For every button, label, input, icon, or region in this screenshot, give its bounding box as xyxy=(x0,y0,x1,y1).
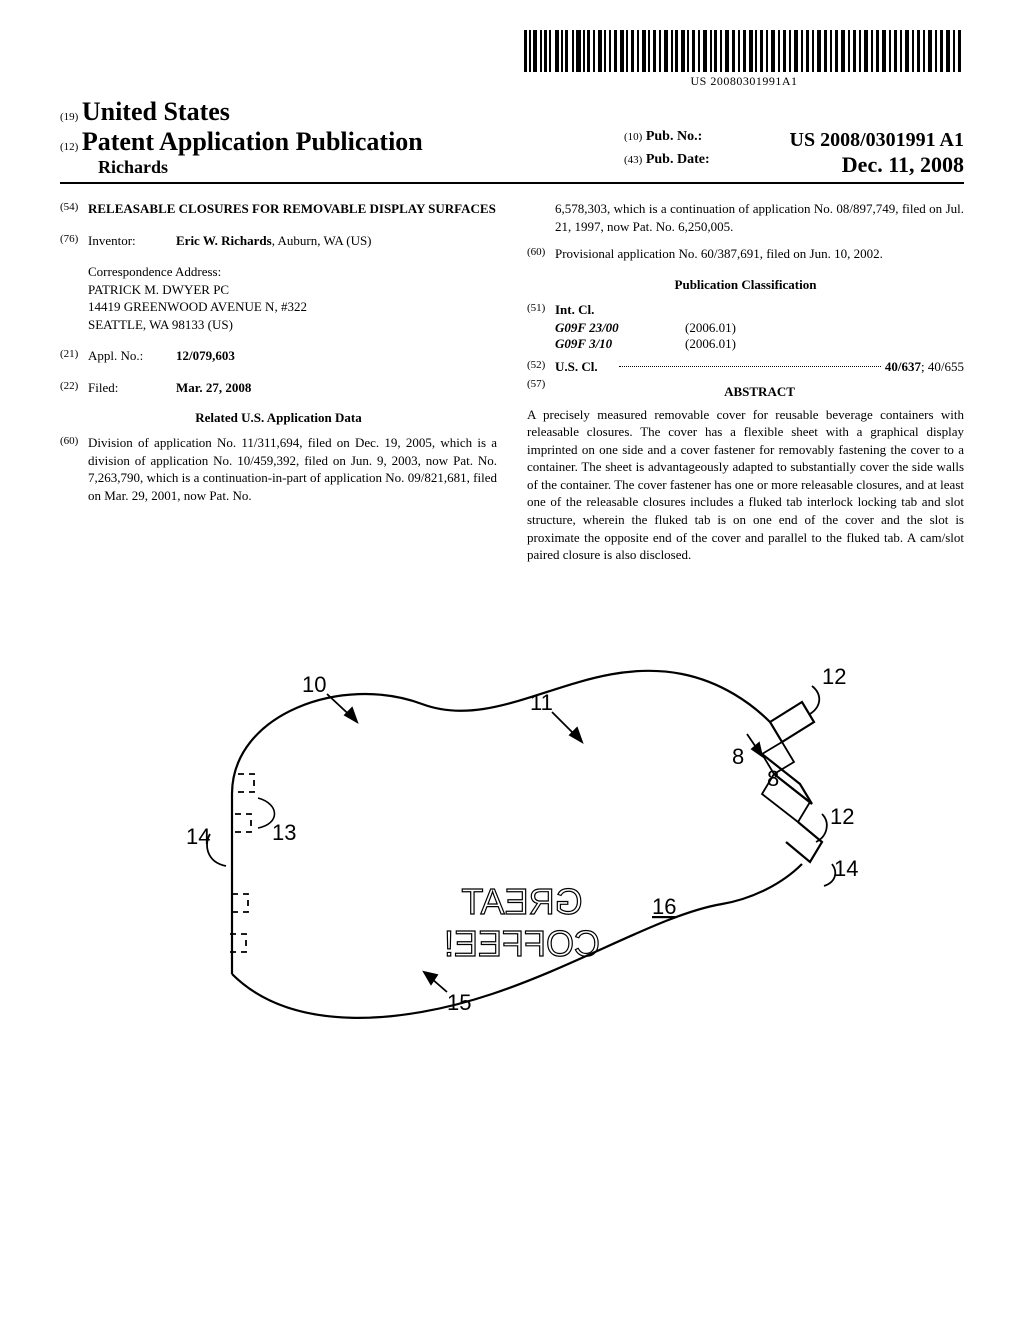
inventor-loc: , Auburn, WA (US) xyxy=(272,233,372,248)
pub-no-value: US 2008/0301991 A1 xyxy=(790,129,964,152)
barcode-svg xyxy=(524,30,964,72)
uscl-value: 40/637; 40/655 xyxy=(885,358,964,376)
country: United States xyxy=(82,97,230,126)
pub-no-line: (10) Pub. No.: US 2008/0301991 A1 xyxy=(624,129,964,145)
fig-label-12b: 12 xyxy=(830,804,854,829)
appl-num: (21) xyxy=(60,347,88,365)
title-row: (54) RELEASABLE CLOSURES FOR REMOVABLE D… xyxy=(60,200,497,218)
uscl-num: (52) xyxy=(527,358,555,376)
abstract-text: A precisely measured removable cover for… xyxy=(527,406,964,564)
intcl-yr-0: (2006.01) xyxy=(685,320,736,336)
corr-line-1: 14419 GREENWOOD AVENUE N, #322 xyxy=(88,298,497,316)
fig-label-8a: 8 xyxy=(732,744,744,769)
intcl-yr-1: (2006.01) xyxy=(685,336,736,352)
fig-label-10: 10 xyxy=(302,672,326,697)
filed-value: Mar. 27, 2008 xyxy=(176,379,497,397)
header: (19) United States (12) Patent Applicati… xyxy=(60,97,964,184)
intcl-num: (51) xyxy=(527,301,555,319)
related-row: (60) Division of application No. 11/311,… xyxy=(60,434,497,504)
intcl-line-1: G09F 3/10 (2006.01) xyxy=(555,336,964,352)
appl-row: (21) Appl. No.: 12/079,603 xyxy=(60,347,497,365)
prov-num: (60) xyxy=(527,245,555,263)
related-continuation: 6,578,303, which is a continuation of ap… xyxy=(555,200,964,235)
fig-label-14a: 14 xyxy=(186,824,210,849)
corr-line-2: SEATTLE, WA 98133 (US) xyxy=(88,316,497,334)
correspondence-block: Correspondence Address: PATRICK M. DWYER… xyxy=(88,263,497,333)
inventor-label: Inventor: xyxy=(88,232,176,250)
pub-no-num: (10) xyxy=(624,131,642,143)
pub-type-num: (12) xyxy=(60,141,78,153)
fig-label-8b: 8 xyxy=(767,766,779,791)
pub-date-num: (43) xyxy=(624,154,642,166)
intcl-row: (51) Int. Cl. xyxy=(527,301,964,319)
related-num: (60) xyxy=(60,434,88,504)
pub-date-value: Dec. 11, 2008 xyxy=(842,152,964,178)
fig-label-14b: 14 xyxy=(834,856,858,881)
fig-text-1: GREAT xyxy=(461,881,582,922)
title-text: RELEASABLE CLOSURES FOR REMOVABLE DISPLA… xyxy=(88,200,497,218)
appl-value: 12/079,603 xyxy=(176,347,497,365)
fig-label-13: 13 xyxy=(272,820,296,845)
inventor-row: (76) Inventor: Eric W. Richards, Auburn,… xyxy=(60,232,497,250)
pub-no-label: Pub. No.: xyxy=(646,129,702,144)
uscl-rest: ; 40/655 xyxy=(921,359,964,374)
barcode: US 20080301991A1 xyxy=(524,30,964,89)
fig-label-12a: 12 xyxy=(822,664,846,689)
filed-label: Filed: xyxy=(88,379,176,397)
fig-label-16: 16 xyxy=(652,894,676,919)
pub-date-line: (43) Pub. Date: Dec. 11, 2008 xyxy=(624,152,964,168)
header-right: (10) Pub. No.: US 2008/0301991 A1 (43) P… xyxy=(624,129,964,178)
country-line: (19) United States xyxy=(60,97,624,127)
barcode-region: US 20080301991A1 xyxy=(60,30,964,89)
barcode-number: US 20080301991A1 xyxy=(524,74,964,89)
intcl-code-0: G09F 23/00 xyxy=(555,320,685,336)
related-text: Division of application No. 11/311,694, … xyxy=(88,434,497,504)
abstract-heading-row: (57) ABSTRACT xyxy=(527,378,964,406)
filed-num: (22) xyxy=(60,379,88,397)
intcl-label: Int. Cl. xyxy=(555,301,594,319)
filed-row: (22) Filed: Mar. 27, 2008 xyxy=(60,379,497,397)
corr-line-0: PATRICK M. DWYER PC xyxy=(88,281,497,299)
uscl-bold: 40/637 xyxy=(885,359,921,374)
figure: GREAT COFFEE! 10 11 12 12 8 8 14 14 13 1… xyxy=(60,614,964,1058)
pub-type-line: (12) Patent Application Publication xyxy=(60,127,624,157)
fig-label-11: 11 xyxy=(530,690,553,715)
prov-text: Provisional application No. 60/387,691, … xyxy=(555,245,964,263)
appl-label: Appl. No.: xyxy=(88,347,176,365)
uscl-row: (52) U.S. Cl. 40/637; 40/655 xyxy=(527,358,964,376)
pub-type: Patent Application Publication xyxy=(82,127,423,156)
corr-label: Correspondence Address: xyxy=(88,263,497,281)
abstract-num: (57) xyxy=(527,378,555,406)
related-heading: Related U.S. Application Data xyxy=(60,410,497,426)
title-num: (54) xyxy=(60,200,88,218)
fig-label-15: 15 xyxy=(447,990,471,1015)
intcl-lines: G09F 23/00 (2006.01) G09F 3/10 (2006.01) xyxy=(555,320,964,352)
inventor-num: (76) xyxy=(60,232,88,250)
country-num: (19) xyxy=(60,111,78,123)
intcl-code-1: G09F 3/10 xyxy=(555,336,685,352)
header-left: (19) United States (12) Patent Applicati… xyxy=(60,97,624,178)
pubclass-heading: Publication Classification xyxy=(527,277,964,293)
prov-row: (60) Provisional application No. 60/387,… xyxy=(527,245,964,263)
body-columns: (54) RELEASABLE CLOSURES FOR REMOVABLE D… xyxy=(60,200,964,564)
intcl-line-0: G09F 23/00 (2006.01) xyxy=(555,320,964,336)
left-column: (54) RELEASABLE CLOSURES FOR REMOVABLE D… xyxy=(60,200,497,564)
abstract-heading: ABSTRACT xyxy=(555,384,964,400)
right-column: 6,578,303, which is a continuation of ap… xyxy=(527,200,964,564)
pub-date-label: Pub. Date: xyxy=(646,152,756,168)
fig-text-2: COFFEE! xyxy=(444,923,600,964)
inventor-surname: Richards xyxy=(60,157,624,178)
inventor-name: Eric W. Richards xyxy=(176,233,272,248)
uscl-dots xyxy=(619,358,881,367)
inventor-value: Eric W. Richards, Auburn, WA (US) xyxy=(176,232,497,250)
uscl-label: U.S. Cl. xyxy=(555,358,615,376)
figure-svg: GREAT COFFEE! 10 11 12 12 8 8 14 14 13 1… xyxy=(162,614,862,1054)
